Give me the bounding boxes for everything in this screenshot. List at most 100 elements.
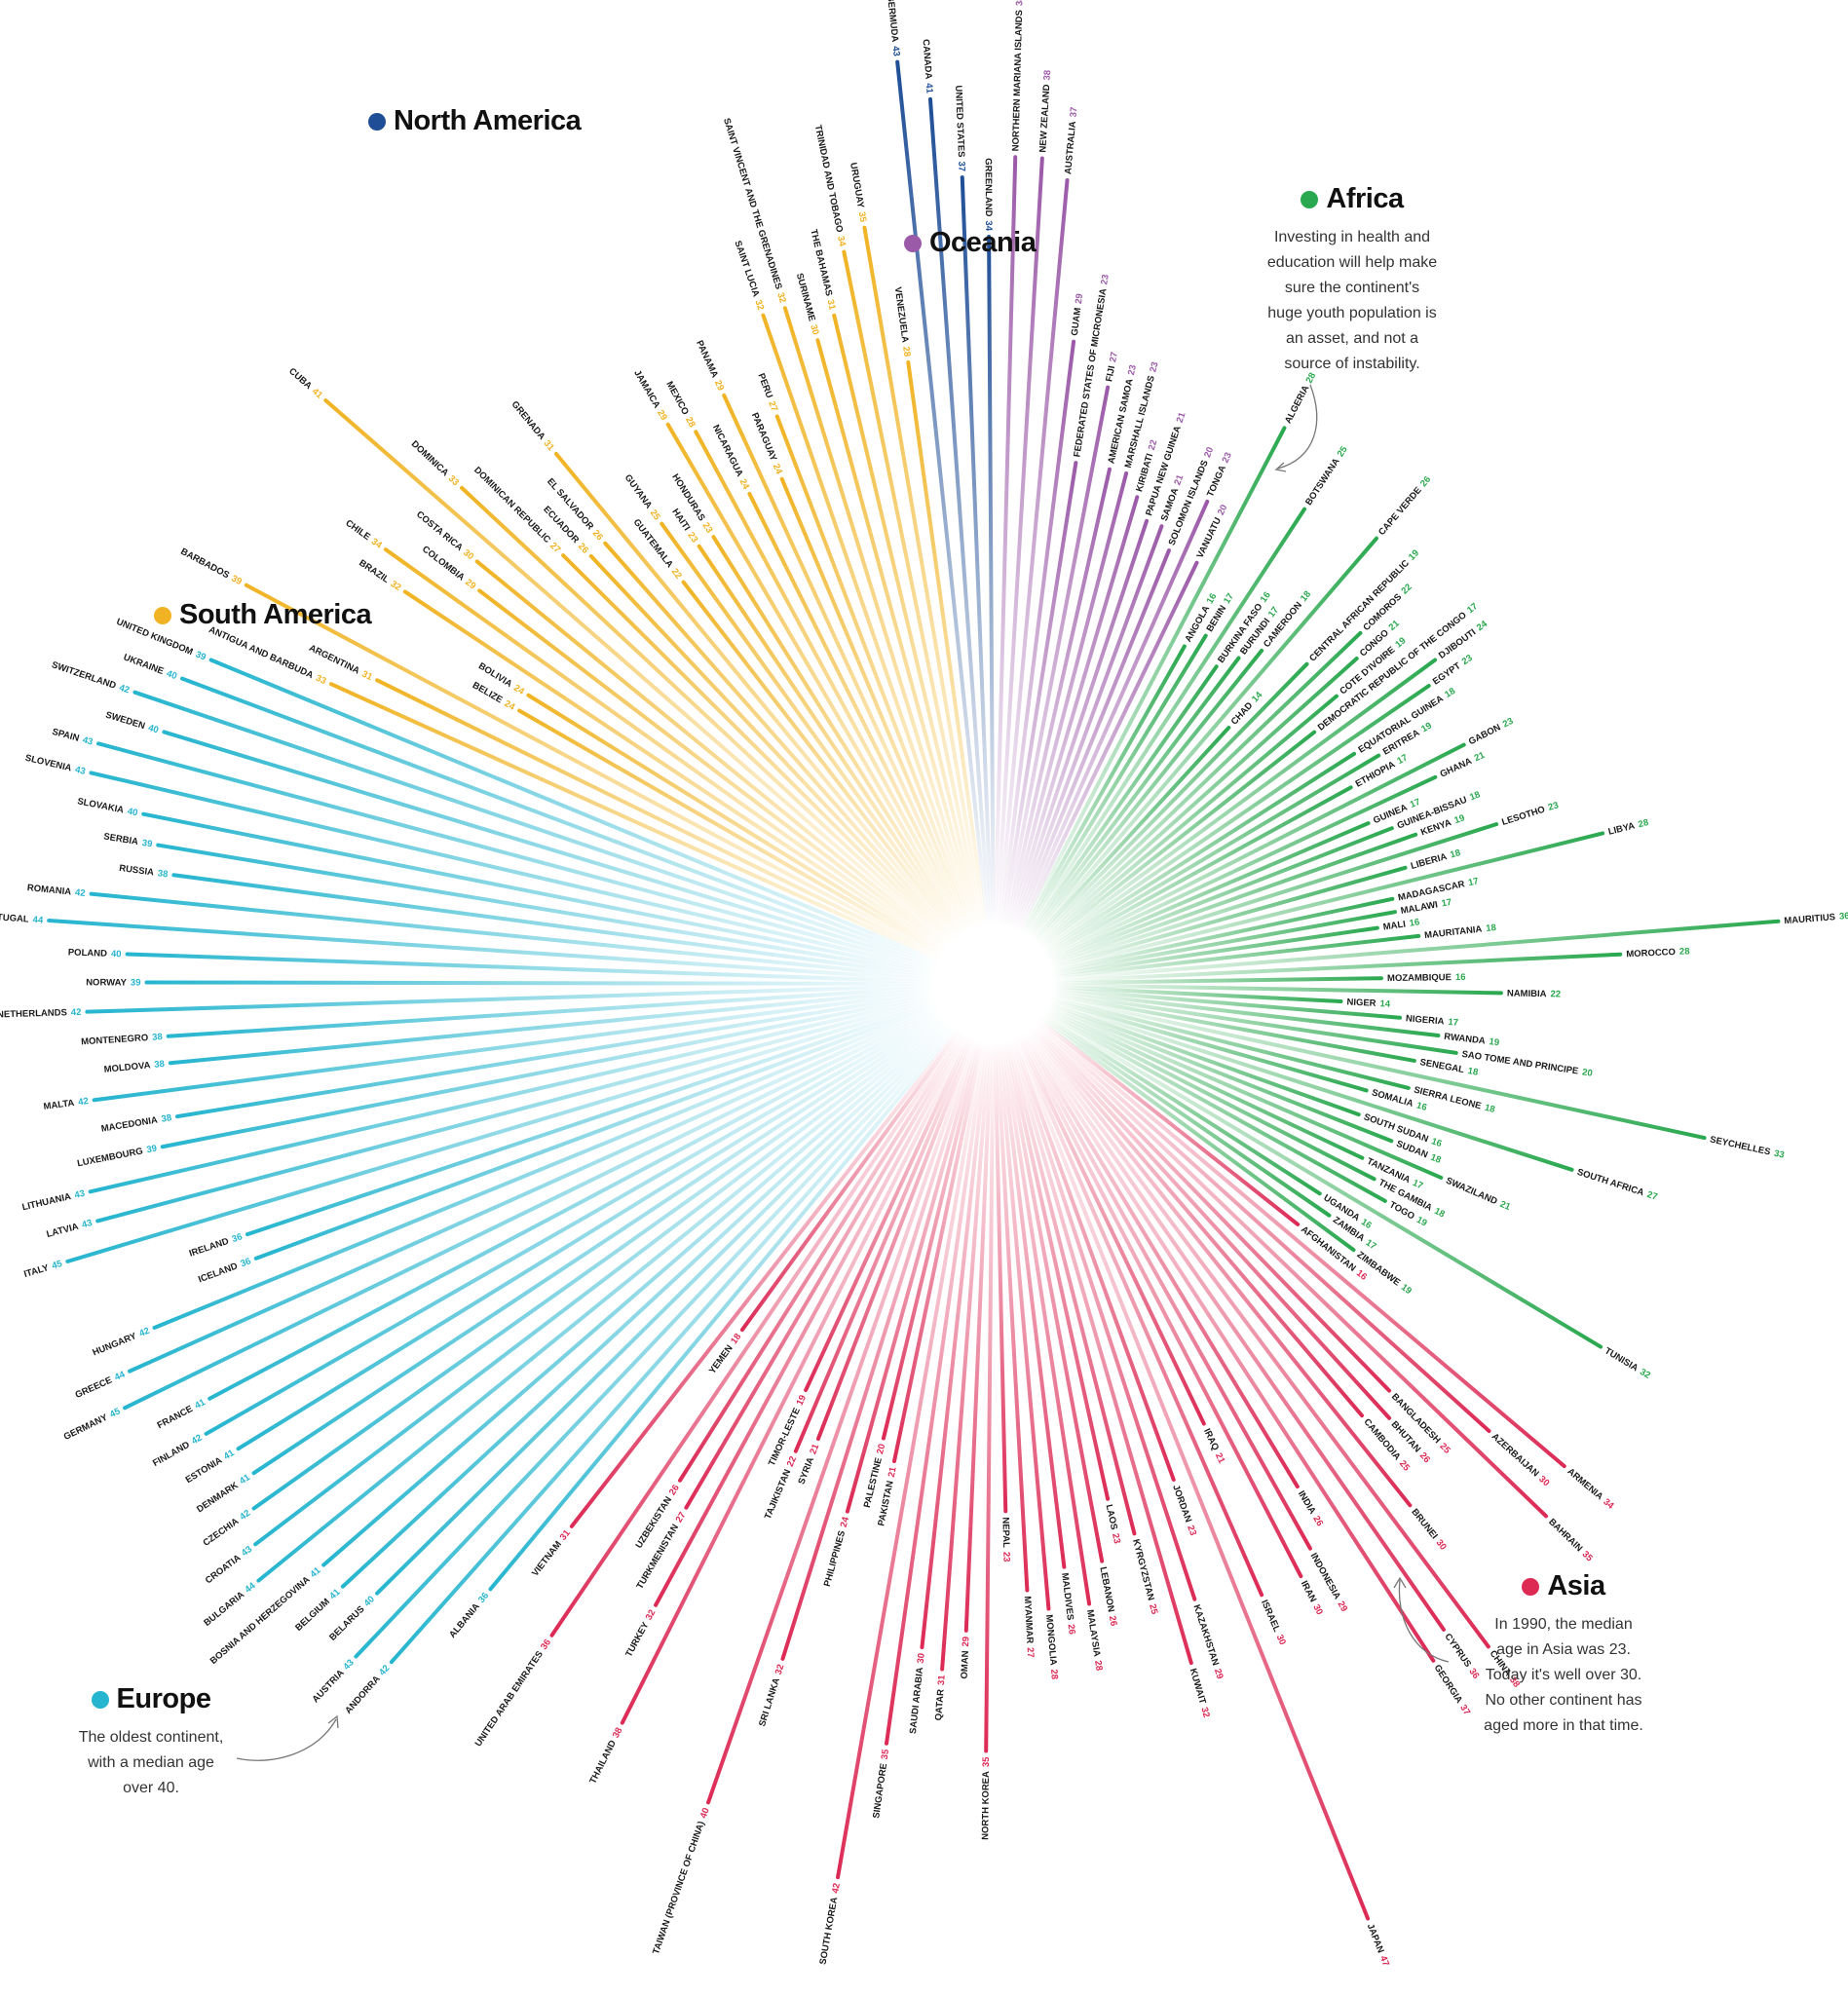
spoke-bhutan [1031, 1025, 1392, 1420]
country-label: SAO TOME AND PRINCIPE 20 [1461, 1048, 1594, 1078]
spoke-bosnia-and-herzegovina [321, 1020, 952, 1567]
country-value: 39 [230, 573, 245, 587]
country-value: 37 [1458, 1703, 1473, 1717]
spoke-algeria [1018, 426, 1287, 934]
country-name: IRAN [1299, 1579, 1319, 1604]
country-value: 30 [461, 547, 475, 562]
spoke-uganda [1040, 1013, 1322, 1196]
spoke-malawi [1049, 910, 1397, 976]
region-africa: Africa Investing in health and education… [1206, 183, 1498, 377]
spoke-federated-states-of-micronesia [1000, 461, 1078, 928]
country-value: 29 [961, 1637, 971, 1647]
region-title: Asia [1447, 1570, 1680, 1602]
region-south-america: South America [154, 599, 372, 631]
region-title: Oceania [904, 227, 1037, 259]
country-value: 23 [1547, 800, 1560, 813]
country-value: 42 [71, 1006, 82, 1017]
country-name: ALBANIA [447, 1601, 482, 1640]
spoke-saint-vincent-and-the-grenadines [782, 306, 979, 930]
country-name: MAURITANIA [1424, 923, 1483, 941]
country-value: 35 [856, 210, 869, 223]
country-value: 42 [75, 886, 87, 898]
country-name: MONTENEGRO [81, 1033, 149, 1047]
country-label: CAMBODIA25 [1362, 1416, 1413, 1474]
country-value: 20 [1202, 445, 1216, 459]
spoke-united-arab-emirates [549, 1030, 963, 1637]
country-name: CANADA [921, 39, 934, 80]
country-value: 41 [222, 1447, 237, 1461]
country-value: 21 [1473, 749, 1488, 764]
country-name: SOUTH SUDAN [1363, 1111, 1430, 1145]
country-name: EL SALVADOR [545, 476, 595, 532]
country-value: 31 [557, 1527, 573, 1543]
spoke-china [1026, 1029, 1490, 1649]
country-value: 21 [1213, 1451, 1227, 1466]
country-name: ARGENTINA [308, 642, 362, 676]
country-value: 22 [1399, 582, 1414, 596]
oceania-dot [904, 234, 922, 252]
spoke-sweden [162, 730, 940, 969]
spoke-jamaica [665, 422, 966, 936]
country-label: VANUATU20 [1194, 503, 1229, 559]
spoke-kenya [1046, 832, 1418, 966]
country-label: GREECE44 [73, 1369, 127, 1401]
spoke-democratic-republic-of-the-congo [1037, 730, 1317, 950]
country-value: 30 [1274, 1633, 1288, 1646]
spoke-united-states [960, 175, 994, 928]
country-value: 29 [1336, 1600, 1350, 1614]
country-value: 30 [915, 1652, 926, 1664]
spoke-benin [1022, 633, 1208, 936]
country-value: 23 [1111, 1532, 1123, 1545]
country-value: 36 [1467, 1666, 1482, 1680]
country-label: SOUTH KOREA 42 [817, 1882, 842, 1965]
country-value: 29 [712, 378, 726, 392]
country-value: 39 [141, 837, 153, 849]
country-name: UKRAINE [122, 652, 165, 677]
country-name: SAINT LUCIA [733, 240, 762, 299]
spoke-djibouti [1038, 658, 1438, 952]
spoke-switzerland [132, 690, 941, 967]
country-name: SYRIA [796, 1455, 816, 1486]
country-value: 16 [1409, 917, 1420, 928]
spoke-italy [65, 998, 940, 1263]
country-name: JAMAICA [632, 368, 662, 410]
country-value: 28 [1303, 371, 1318, 385]
spoke-cambodia [1029, 1026, 1365, 1418]
spoke-croatia [253, 1017, 950, 1547]
spoke-iran [1018, 1034, 1303, 1579]
country-label: MYANMAR 27 [1022, 1596, 1036, 1658]
country-value: 42 [238, 1508, 252, 1523]
country-value: 29 [1212, 1668, 1226, 1680]
chart-spokes [47, 59, 1781, 1921]
country-name: BAHRAIN [1547, 1517, 1585, 1554]
country-value: 16 [1455, 971, 1466, 982]
country-value: 41 [238, 1472, 252, 1487]
country-name: SAO TOME AND PRINCIPE [1461, 1048, 1579, 1076]
spoke-uruguay [862, 225, 986, 928]
country-name: MALAYSIA [1085, 1609, 1103, 1658]
country-value: 43 [341, 1657, 356, 1672]
spoke-mali [1049, 925, 1379, 978]
country-name: OMAN [959, 1650, 970, 1679]
country-value: 47 [1377, 1954, 1391, 1968]
country-value: 24 [503, 697, 517, 712]
spoke-el-salvador [603, 541, 958, 942]
spoke-namibia [1049, 983, 1503, 996]
spoke-antigua-and-barbuda [328, 682, 943, 962]
country-value: 28 [1679, 946, 1690, 957]
country-value: 33 [314, 672, 327, 686]
country-name: INDIA [1296, 1488, 1318, 1516]
country-value: 20 [875, 1443, 887, 1455]
region-name: North America [394, 105, 582, 136]
spoke-zimbabwe [1038, 1016, 1356, 1253]
country-value: 32 [753, 298, 767, 312]
country-label: SEYCHELLES 33 [1709, 1134, 1785, 1160]
country-value: 31 [542, 438, 557, 454]
region-note: The oldest continent, with a median age … [78, 1729, 224, 1796]
spoke-lebanon [1002, 1038, 1105, 1563]
spoke-hungary [152, 1003, 942, 1331]
spoke-guinea [1045, 821, 1371, 963]
country-name: LESOTHO [1500, 804, 1546, 827]
spoke-senegal [1049, 992, 1416, 1063]
country-label: GUYANA25 [622, 472, 662, 523]
